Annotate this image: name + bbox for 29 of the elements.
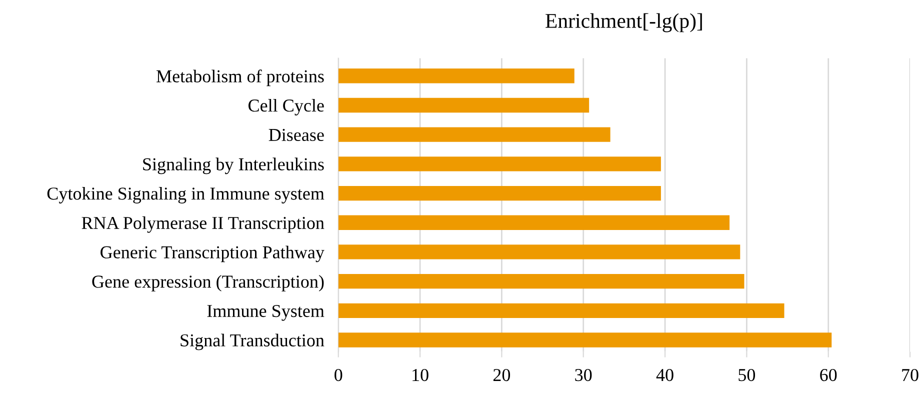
y-tick-label: RNA Polymerase II Transcription (82, 216, 324, 233)
x-tick-label: 60 (820, 368, 837, 382)
bar (338, 244, 740, 260)
y-tick-label: Immune System (207, 304, 324, 321)
y-tick-label: Generic Transcription Pathway (100, 246, 324, 262)
x-tick-label: 10 (412, 368, 428, 382)
y-tick-label: Signal Transduction (180, 334, 324, 350)
y-tick-label: Signaling by Interleukins (143, 158, 324, 174)
bar (338, 215, 730, 230)
bar (338, 274, 744, 289)
y-tick-label: Cell Cycle (248, 98, 324, 116)
bar (338, 156, 661, 172)
x-tick-label: 30 (575, 368, 592, 382)
y-tick-label: Disease (268, 128, 324, 142)
bar (338, 332, 832, 348)
bar (338, 98, 590, 113)
x-tick-label: 70 (902, 368, 918, 382)
x-tick-label: 20 (493, 368, 510, 382)
y-tick-label: Cytokine Signaling in Immune system (47, 187, 324, 204)
bar (338, 303, 784, 318)
x-tick-label: 50 (738, 368, 756, 382)
y-tick-label: Gene expression (Transcription) (92, 275, 324, 292)
x-tick-label: 40 (656, 368, 674, 382)
bar (338, 127, 610, 142)
bar (338, 186, 661, 201)
bar (338, 68, 574, 84)
y-tick-label: Metabolism of proteins (156, 70, 324, 86)
x-tick-label: 0 (334, 368, 342, 382)
chart-title: Enrichment[-lg(p)] (546, 13, 702, 32)
